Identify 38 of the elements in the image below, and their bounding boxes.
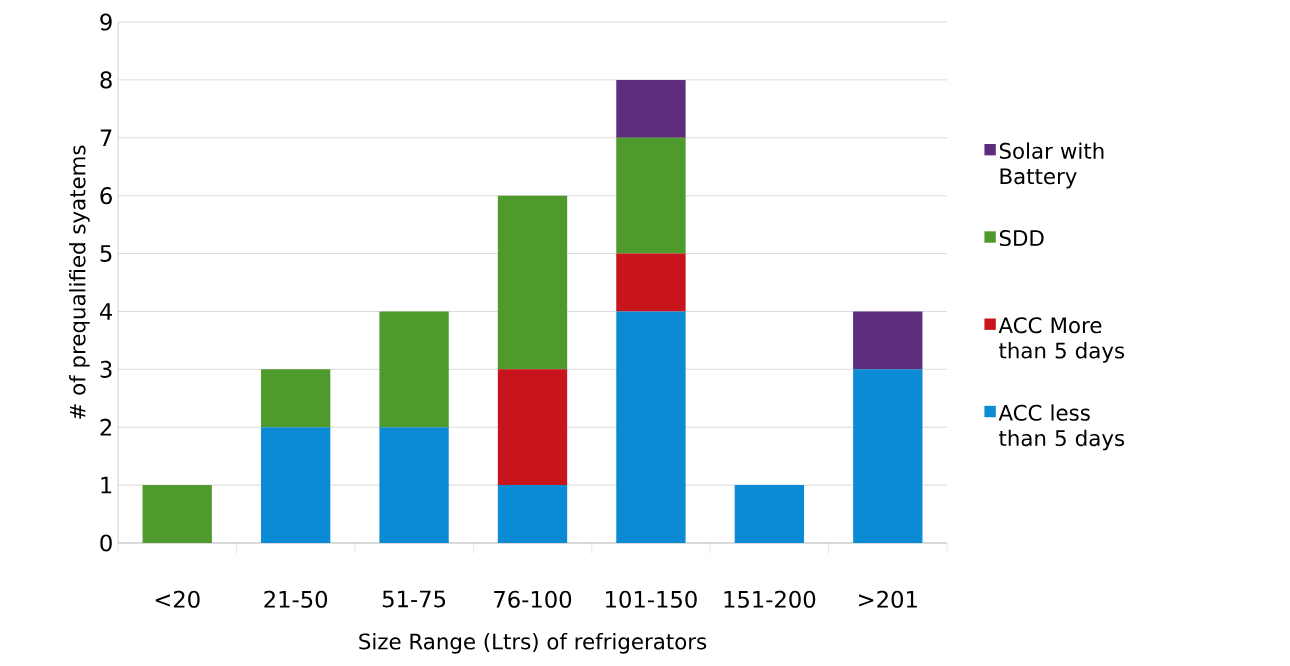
- legend-label: Solar with Battery: [999, 142, 1104, 189]
- y-tick-label: 2: [100, 418, 112, 436]
- x-tick-label: 101-150: [606, 590, 697, 608]
- legend-label: ACC More than 5 days: [998, 317, 1125, 363]
- x-tick-label: <20: [155, 590, 200, 608]
- bar: [616, 311, 686, 543]
- y-tick-label: 3: [100, 360, 112, 378]
- x-tick-label: >201: [859, 590, 917, 608]
- y-tick-label: 6: [100, 187, 112, 205]
- bar: [497, 369, 568, 486]
- bar: [853, 311, 923, 370]
- bar: [260, 369, 331, 428]
- y-tick-label: 7: [100, 129, 112, 147]
- bar: [142, 485, 212, 543]
- legend-label: SDD: [999, 230, 1044, 247]
- bar: [497, 195, 568, 370]
- x-axis-title: Size Range (Ltrs) of refrigerators: [359, 633, 707, 654]
- x-tick-label: 151-200: [724, 590, 816, 608]
- bar: [497, 485, 568, 543]
- x-tick-label: 76-100: [494, 590, 572, 608]
- bar: [616, 79, 686, 138]
- y-tick-label: 0: [100, 534, 112, 552]
- bar: [260, 427, 331, 543]
- bar: [616, 253, 686, 312]
- bar: [853, 369, 923, 543]
- y-tick-label: 4: [99, 303, 113, 320]
- legend-label: ACC less than 5 days: [998, 404, 1125, 451]
- x-tick-label: 21-50: [264, 590, 328, 608]
- x-tick-label: 51-75: [382, 590, 446, 608]
- y-tick-label: 5: [100, 245, 112, 262]
- bar: [616, 137, 686, 254]
- y-tick-label: 9: [100, 13, 112, 31]
- bar: [734, 485, 805, 543]
- y-tick-label: 1: [101, 476, 112, 494]
- y-tick-label: 8: [100, 71, 112, 89]
- bar: [379, 427, 449, 543]
- y-axis-title: # of prequalified syatems: [69, 145, 90, 419]
- bar: [379, 311, 449, 428]
